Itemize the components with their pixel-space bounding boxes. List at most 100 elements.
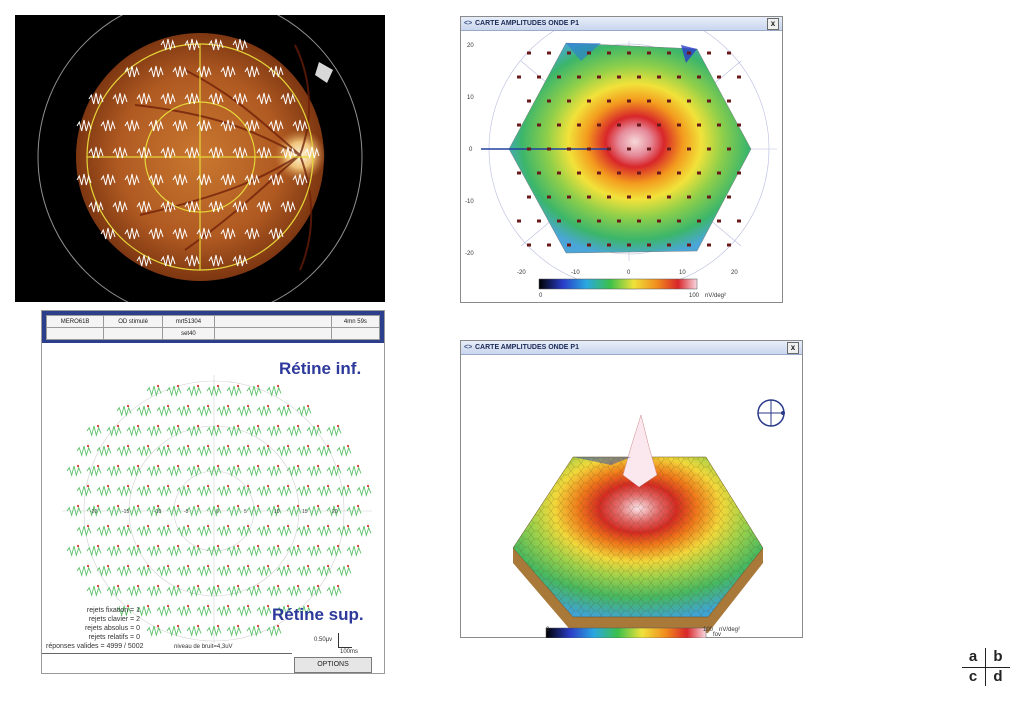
- trace-marker: [126, 404, 130, 408]
- response-trace: [124, 173, 140, 186]
- response-trace: [66, 505, 82, 517]
- edge-blue: [573, 457, 631, 465]
- response-trace: [76, 173, 92, 186]
- trace-marker: [316, 424, 320, 428]
- stimulus-point: [517, 171, 521, 175]
- response-trace: [156, 485, 172, 497]
- response-trace: [286, 465, 302, 477]
- response-trace: [116, 565, 132, 577]
- response-trace: [306, 425, 322, 437]
- response-trace: [136, 485, 152, 497]
- response-trace: [208, 146, 224, 159]
- response-trace: [246, 425, 262, 437]
- stimulus-point: [537, 171, 541, 175]
- header-cell: [213, 315, 332, 328]
- trace-marker: [256, 504, 260, 508]
- stimulus-point: [657, 171, 661, 175]
- stimulus-point: [577, 171, 581, 175]
- colorbar-max: 100: [689, 293, 700, 299]
- stat-line: rejets clavier = 2: [88, 616, 140, 623]
- trace-marker: [336, 504, 340, 508]
- response-trace: [196, 445, 212, 457]
- close-button[interactable]: x: [767, 18, 779, 30]
- stimulus-point: [527, 195, 531, 199]
- response-trace: [280, 146, 296, 159]
- scale-bar-horizontal: [338, 647, 352, 648]
- trace-marker: [86, 484, 90, 488]
- trace-marker: [266, 604, 270, 608]
- y-tick: -10: [465, 199, 474, 205]
- response-traces: [76, 38, 320, 267]
- trace-marker: [266, 404, 270, 408]
- response-trace: [346, 505, 362, 517]
- stimulus-point: [577, 123, 581, 127]
- response-trace: [236, 445, 252, 457]
- stimulus-point: [717, 219, 721, 223]
- trace-marker: [256, 624, 260, 628]
- response-trace: [106, 585, 122, 597]
- trace-marker: [116, 544, 120, 548]
- response-trace: [156, 605, 172, 617]
- stimulus-point: [527, 243, 531, 247]
- colorbar-unit: nV/deg²: [705, 293, 726, 299]
- axis-tick: -15: [122, 509, 129, 515]
- trace-marker: [276, 384, 280, 388]
- trace-marker: [216, 624, 220, 628]
- response-trace: [106, 545, 122, 557]
- response-trace: [166, 385, 182, 397]
- response-trace: [296, 485, 312, 497]
- stimulus-point: [727, 195, 731, 199]
- options-button[interactable]: OPTIONS: [294, 657, 372, 673]
- response-trace: [356, 525, 372, 537]
- response-trace: [166, 465, 182, 477]
- corner-blue-tl: [566, 43, 601, 61]
- response-trace: [124, 119, 140, 132]
- response-trace: [226, 625, 242, 637]
- response-trace: [136, 405, 152, 417]
- response-trace: [266, 465, 282, 477]
- response-trace: [208, 200, 224, 213]
- response-trace: [316, 445, 332, 457]
- trace-marker: [106, 524, 110, 528]
- trace-marker: [216, 584, 220, 588]
- stimulus-point: [547, 99, 551, 103]
- trace-marker: [106, 444, 110, 448]
- response-trace: [126, 545, 142, 557]
- response-trace: [316, 565, 332, 577]
- response-trace: [116, 525, 132, 537]
- stimulus-point: [627, 51, 631, 55]
- response-trace: [172, 119, 188, 132]
- response-trace: [296, 605, 312, 617]
- response-trace: [160, 146, 176, 159]
- response-trace: [184, 38, 200, 51]
- trace-marker: [276, 464, 280, 468]
- trace-marker: [166, 404, 170, 408]
- scale-voltage: 0.50µv: [314, 637, 333, 643]
- response-trace: [166, 425, 182, 437]
- stimulus-point: [677, 75, 681, 79]
- response-trace: [306, 585, 322, 597]
- trace-marker: [146, 444, 150, 448]
- trace-marker: [306, 484, 310, 488]
- response-trace: [184, 146, 200, 159]
- response-trace: [226, 505, 242, 517]
- response-trace: [268, 65, 284, 78]
- response-traces: [66, 384, 372, 637]
- stimulus-point: [607, 147, 611, 151]
- trace-marker: [266, 524, 270, 528]
- colorbar-max: 100: [703, 627, 714, 633]
- stimulus-point: [707, 243, 711, 247]
- trace-marker: [156, 544, 160, 548]
- trace-marker: [246, 444, 250, 448]
- response-trace: [100, 173, 116, 186]
- response-trace: [196, 485, 212, 497]
- stat-line: rejets absolus = 0: [84, 625, 140, 632]
- baseline-rule: [42, 653, 292, 654]
- stimulus-point: [567, 51, 571, 55]
- response-trace: [206, 465, 222, 477]
- close-button[interactable]: x: [787, 342, 799, 354]
- response-trace: [184, 200, 200, 213]
- trace-marker: [146, 404, 150, 408]
- response-trace: [232, 92, 248, 105]
- x-tick: 20: [731, 270, 738, 276]
